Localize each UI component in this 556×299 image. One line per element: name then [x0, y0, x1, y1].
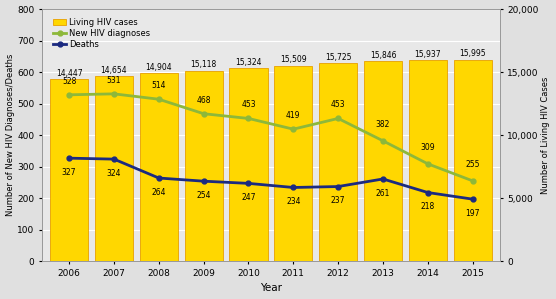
Deaths — [335, 185, 341, 188]
Bar — [50, 79, 88, 261]
Deaths — [424, 191, 431, 194]
Deaths — [290, 186, 297, 189]
Y-axis label: Number of New HIV Diagnoses/Deaths: Number of New HIV Diagnoses/Deaths — [6, 54, 14, 216]
Text: 453: 453 — [241, 100, 256, 109]
Deaths — [245, 181, 252, 185]
New HIV diagnoses — [335, 117, 341, 120]
New HIV diagnoses — [66, 93, 72, 97]
Deaths — [469, 197, 476, 201]
Bar — [364, 61, 402, 261]
Text: 237: 237 — [331, 196, 345, 205]
Legend: Living HIV cases, New HIV diagnoses, Deaths: Living HIV cases, New HIV diagnoses, Dea… — [51, 16, 153, 52]
Text: 15,118: 15,118 — [191, 60, 217, 69]
Bar — [185, 71, 223, 261]
Deaths — [380, 177, 386, 181]
Bar — [95, 77, 133, 261]
Text: 419: 419 — [286, 111, 301, 120]
Deaths — [111, 157, 117, 161]
Text: 234: 234 — [286, 197, 301, 206]
Text: 261: 261 — [376, 189, 390, 198]
Deaths — [200, 179, 207, 183]
Deaths — [156, 176, 162, 180]
Bar — [319, 63, 357, 261]
Bar — [454, 60, 492, 261]
Text: 468: 468 — [196, 96, 211, 105]
New HIV diagnoses — [156, 97, 162, 101]
Bar — [274, 66, 312, 261]
Text: 14,654: 14,654 — [101, 66, 127, 75]
Deaths — [66, 156, 72, 160]
Text: 382: 382 — [376, 120, 390, 129]
Text: 15,846: 15,846 — [370, 51, 396, 60]
Text: 327: 327 — [62, 168, 76, 177]
X-axis label: Year: Year — [260, 283, 282, 293]
Text: 453: 453 — [331, 100, 345, 109]
Text: 255: 255 — [465, 160, 480, 169]
Text: 15,937: 15,937 — [414, 50, 441, 59]
Text: 514: 514 — [152, 81, 166, 90]
Line: New HIV diagnoses: New HIV diagnoses — [67, 91, 475, 183]
Text: 15,995: 15,995 — [459, 49, 486, 58]
Text: 15,509: 15,509 — [280, 55, 306, 64]
Text: 309: 309 — [420, 143, 435, 152]
New HIV diagnoses — [424, 162, 431, 166]
Y-axis label: Number of Living HIV Cases: Number of Living HIV Cases — [542, 77, 550, 194]
Text: 197: 197 — [465, 209, 480, 218]
New HIV diagnoses — [290, 127, 297, 131]
Bar — [140, 73, 178, 261]
New HIV diagnoses — [469, 179, 476, 183]
Bar — [409, 60, 447, 261]
New HIV diagnoses — [111, 92, 117, 96]
Text: 14,447: 14,447 — [56, 69, 82, 78]
Text: 14,904: 14,904 — [146, 63, 172, 72]
New HIV diagnoses — [380, 139, 386, 143]
Text: 324: 324 — [107, 169, 121, 178]
Text: 264: 264 — [152, 188, 166, 197]
Text: 247: 247 — [241, 193, 256, 202]
Bar — [230, 68, 267, 261]
Line: Deaths: Deaths — [67, 156, 475, 202]
New HIV diagnoses — [200, 112, 207, 115]
Text: 528: 528 — [62, 77, 76, 86]
New HIV diagnoses — [245, 117, 252, 120]
Text: 254: 254 — [196, 191, 211, 200]
Text: 218: 218 — [421, 202, 435, 211]
Text: 15,725: 15,725 — [325, 53, 351, 62]
Text: 15,324: 15,324 — [235, 58, 262, 67]
Text: 531: 531 — [107, 76, 121, 85]
